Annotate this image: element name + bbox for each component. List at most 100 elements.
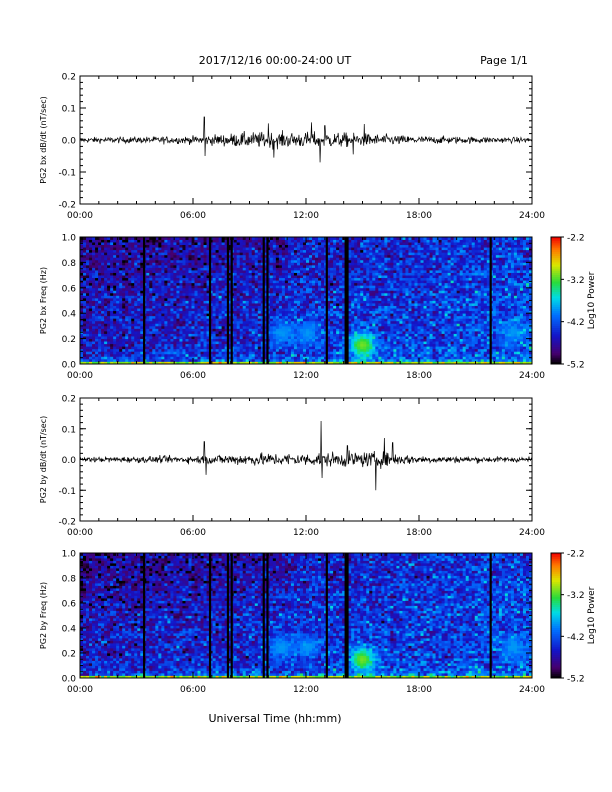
spectrogram-cell [284, 270, 289, 273]
spectrogram-cell [372, 358, 376, 362]
spectrogram-cell [348, 303, 352, 306]
spectrogram-cell [306, 315, 310, 319]
spectrogram-cell [95, 353, 99, 357]
spectrogram-cell [188, 338, 192, 342]
spectrogram-cell [327, 330, 331, 334]
spectrogram-cell [354, 320, 358, 324]
spectrogram-cell [122, 262, 126, 266]
spectrogram-cell [113, 303, 117, 306]
spectrogram-cell [342, 310, 346, 314]
spectrogram-cell [348, 282, 352, 286]
spectrogram-cell [161, 287, 165, 291]
spectrogram-cell [302, 249, 307, 253]
spectrogram-cell [236, 361, 241, 365]
spectrogram-cell [254, 254, 259, 258]
spectrogram-cell [164, 336, 168, 339]
spectrogram-cell [218, 348, 223, 352]
spectrogram-cell [86, 290, 90, 294]
spectrogram-cell [348, 270, 352, 273]
spectrogram-cell [86, 336, 90, 339]
spectrogram-cell [92, 290, 96, 294]
spectrogram-cell [293, 244, 298, 248]
spectrogram-cell [348, 315, 352, 319]
spectrogram-cell [239, 303, 244, 306]
spectrogram-cell [98, 333, 102, 337]
spectrogram-cell [200, 242, 204, 246]
spectrogram-cell [86, 287, 90, 291]
spectrogram-cell [122, 308, 126, 312]
spectrogram-cell [113, 262, 117, 266]
spectrogram-cell [185, 338, 189, 342]
spectrogram-cell [125, 249, 129, 253]
spectrogram-cell [357, 315, 361, 319]
spectrogram-cell [164, 254, 168, 258]
spectrogram-cell [296, 257, 301, 261]
spectrogram-cell [131, 275, 135, 279]
spectrogram-cell [191, 308, 195, 312]
spectrogram-cell [113, 292, 117, 296]
spectrogram-cell [98, 315, 102, 319]
spectrogram-cell [209, 330, 213, 334]
spectrogram-cell [158, 242, 162, 246]
spectrogram-cell [260, 264, 265, 268]
spectrogram-cell [149, 237, 153, 240]
spectrogram-cell [173, 272, 177, 276]
spectrogram-cell [155, 353, 159, 357]
spectrogram-cell [321, 282, 325, 286]
spectrogram-cell [206, 361, 210, 365]
spectrogram-cell [348, 252, 352, 256]
spectrogram-cell [215, 323, 220, 327]
spectrogram-cell [155, 356, 159, 360]
spectrogram-cell [119, 346, 123, 350]
spectrogram-cell [239, 282, 244, 286]
spectrogram-cell [263, 348, 268, 352]
spectrogram-cell [212, 252, 216, 256]
spectrogram-cell [185, 320, 189, 324]
spectrogram-cell [107, 292, 111, 296]
spectrogram-cell [164, 353, 168, 357]
spectrogram-cell [312, 305, 316, 309]
spectrogram-cell [179, 330, 183, 334]
spectrogram-cell [302, 262, 307, 266]
spectrogram-cell [290, 287, 295, 291]
spectrogram-cell [83, 341, 87, 345]
spectrogram-cell [309, 280, 313, 284]
spectrogram-cell [209, 328, 213, 332]
spectrogram-cell [110, 247, 114, 251]
spectrogram-cell [248, 242, 253, 246]
spectrogram-cell [321, 333, 325, 337]
spectrogram-cell [236, 300, 241, 304]
spectrogram-cell [330, 270, 334, 273]
spectrogram-cell [369, 239, 373, 243]
spectrogram-cell [107, 346, 111, 350]
spectrogram-cell [131, 292, 135, 296]
spectrogram-cell [206, 267, 210, 271]
spectrogram-cell [251, 275, 256, 279]
spectrogram-cell [357, 348, 361, 352]
spectrogram-cell [245, 351, 250, 355]
spectrogram-cell [218, 356, 223, 360]
spectrogram-cell [357, 277, 361, 281]
spectrogram-cell [200, 297, 204, 301]
spectrogram-cell [203, 295, 207, 299]
spectrogram-cell [146, 297, 150, 301]
spectrogram-cell [272, 254, 277, 258]
spectrogram-cell [233, 262, 238, 266]
spectrogram-cell [369, 267, 373, 271]
spectrogram-cell [321, 254, 325, 258]
spectrogram-cell [369, 351, 373, 355]
spectrogram-cell [321, 295, 325, 299]
spectrogram-cell [89, 292, 93, 296]
spectrogram-cell [98, 303, 102, 306]
spectrogram-cell [257, 254, 262, 258]
spectrogram-cell [191, 333, 195, 337]
spectrogram-cell [272, 338, 277, 342]
spectrogram-cell [149, 275, 153, 279]
spectrogram-cell [236, 308, 241, 312]
spectrogram-cell [203, 290, 207, 294]
spectrogram-cell [95, 295, 99, 299]
spectrogram-cell [236, 313, 241, 317]
spectrogram-cell [104, 300, 108, 304]
spectrogram-cell [269, 237, 274, 240]
spectrogram-cell [140, 252, 144, 256]
